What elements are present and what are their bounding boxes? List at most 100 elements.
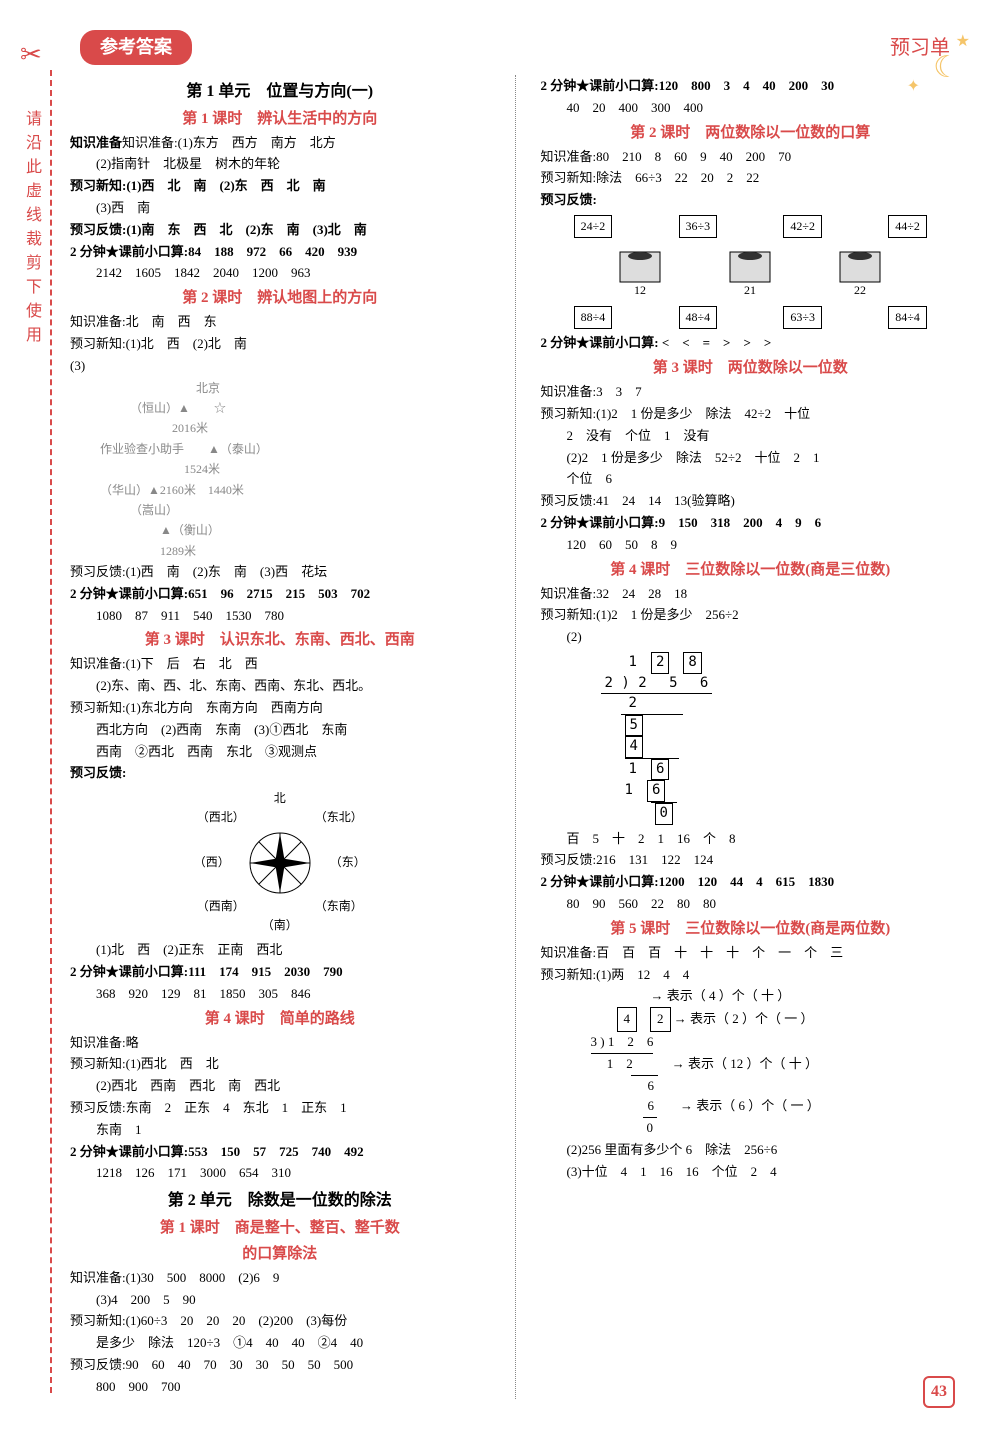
- long-division: 1 2 8 2 ) 2 5 6 2 5 4 1 6 1 6 0: [601, 652, 961, 825]
- r-lesson4-title: 第 4 课时 三位数除以一位数(商是三位数): [541, 558, 961, 582]
- t: 预习反馈:(1)南 东 西 北 (2)东 南 (3)北 南: [70, 222, 367, 237]
- map-line: ▲（衡山）: [100, 520, 490, 540]
- side-instruction: 请沿此虚线裁剪下使用: [25, 110, 43, 350]
- box-row-1: 24÷2 36÷3 42÷2 44÷2: [541, 215, 961, 238]
- text: 2 分钟★课前小口算:9 150 318 200 4 9 6: [541, 513, 961, 534]
- svg-text:22: 22: [854, 283, 866, 297]
- calc-box: 48÷4: [679, 306, 718, 329]
- text: (2): [541, 627, 961, 648]
- compass-se: （东南）: [315, 897, 363, 916]
- lesson2-title: 第 2 课时 辨认地图上的方向: [70, 286, 490, 310]
- text: (2)东、南、西、北、东南、西南、东北、西北。: [70, 676, 490, 697]
- map-line: 1524米: [100, 459, 490, 479]
- text: 预习反馈:90 60 40 70 30 30 50 50 500: [70, 1355, 490, 1376]
- text: 1218 126 171 3000 654 310: [70, 1163, 490, 1184]
- text: 预习新知:(1)北 西 (2)北 南: [70, 334, 490, 355]
- calc-box: 36÷3: [679, 215, 718, 238]
- map-line: 2016米: [100, 418, 490, 438]
- text: (2)2 1 份是多少 除法 52÷2 十位 2 1: [541, 448, 961, 469]
- text: 120 60 50 8 9: [541, 535, 961, 556]
- text: 西北方向 (2)西南 东南 (3)①西北 东南: [70, 720, 490, 741]
- map-line: （华山）▲2160米 1440米: [100, 480, 490, 500]
- text: 预习新知:(1)西北 西 北: [70, 1054, 490, 1075]
- star-icon: ★: [956, 30, 970, 54]
- star-icon: ✦: [907, 75, 920, 99]
- map-line: 作业验查小助手 ▲（泰山）: [100, 439, 490, 459]
- right-column: 2 分钟★课前小口算:120 800 3 4 40 200 30 40 20 4…: [541, 75, 961, 1399]
- text: 知识准备:(1)下 后 右 北 西: [70, 654, 490, 675]
- text: 368 920 129 81 1850 305 846: [70, 984, 490, 1005]
- compass-s: （南）: [70, 916, 490, 935]
- text: (3)十位 4 1 16 16 个位 2 4: [541, 1162, 961, 1183]
- lesson5-title: 第 1 课时 商是整十、整百、整千数: [70, 1216, 490, 1240]
- text: 知识准备:北 南 西 东: [70, 312, 490, 333]
- text: 知识准备知识准备:(1)东方 西方 南方 北方: [70, 133, 490, 154]
- map-sketch: 北京 （恒山）▲ ☆ 2016米 作业验查小助手 ▲（泰山） 1524米 （华山…: [70, 378, 490, 562]
- text: 2 分钟★课前小口算:111 174 915 2030 790: [70, 962, 490, 983]
- lesson3-title: 第 3 课时 认识东北、东南、西北、西南: [70, 628, 490, 652]
- unit2-title: 第 2 单元 除数是一位数的除法: [70, 1188, 490, 1214]
- text: 预习新知:(1)东北方向 东南方向 西南方向: [70, 698, 490, 719]
- r-lesson5-title: 第 5 课时 三位数除以一位数(商是两位数): [541, 917, 961, 941]
- text: 预习反馈:: [541, 190, 961, 211]
- arrow-label: → 表示（ 12 ）个（ 十 ）: [672, 1056, 818, 1071]
- text: 东南 1: [70, 1120, 490, 1141]
- text: (2)256 里面有多少个 6 除法 256÷6: [541, 1140, 961, 1161]
- map-line: 1289米: [100, 541, 490, 561]
- page-number: 43: [923, 1376, 955, 1408]
- text: 2142 1605 1842 2040 1200 963: [70, 263, 490, 284]
- text: 1080 87 911 540 1530 780: [70, 606, 490, 627]
- lesson5-title2: 的口算除法: [70, 1242, 490, 1266]
- t: 知识准备:(1)东方 西方 南方 北方: [122, 135, 336, 150]
- map-line: （嵩山）: [100, 500, 490, 520]
- compass-nw: （西北）: [197, 808, 245, 827]
- compass-n: 北: [70, 789, 490, 808]
- compass-sw: （西南）: [197, 897, 245, 916]
- unit1-title: 第 1 单元 位置与方向(一): [70, 79, 490, 105]
- r-lesson3-title: 第 3 课时 两位数除以一位数: [541, 356, 961, 380]
- text: 预习新知:(1)两 12 4 4: [541, 965, 961, 986]
- text: 预习反馈:41 24 14 13(验算略): [541, 491, 961, 512]
- arrow-label: → 表示（ 2 ）个（ 一 ）: [674, 1011, 814, 1026]
- text: (1)北 西 (2)正东 正南 西北: [70, 940, 490, 961]
- text: 预习反馈:东南 2 正东 4 东北 1 正东 1: [70, 1098, 490, 1119]
- text: 800 900 700: [70, 1377, 490, 1398]
- compass-ne: （东北）: [315, 808, 363, 827]
- text: 知识准备:百 百 百 十 十 十 个 一 个 三: [541, 943, 961, 964]
- text: 2 没有 个位 1 没有: [541, 426, 961, 447]
- svg-text:21: 21: [744, 283, 756, 297]
- text: 2 分钟★课前小口算:84 188 972 66 420 939: [70, 242, 490, 263]
- calc-box: 44÷2: [888, 215, 927, 238]
- text: 预习新知:(1)2 1 份是多少 除法 42÷2 十位: [541, 404, 961, 425]
- text: 知识准备:略: [70, 1033, 490, 1054]
- text: (3)西 南: [70, 198, 490, 219]
- page-header: 参考答案 预习单: [0, 0, 1000, 75]
- text: 40 20 400 300 400: [541, 98, 961, 119]
- text: 预习新知:(1)西 北 南 (2)东 西 北 南: [70, 176, 490, 197]
- map-line: （恒山）▲ ☆: [100, 398, 490, 418]
- lesson4-title: 第 4 课时 简单的路线: [70, 1007, 490, 1031]
- content-area: 第 1 单元 位置与方向(一) 第 1 课时 辨认生活中的方向 知识准备知识准备…: [0, 75, 1000, 1399]
- text: (2)西北 西南 西北 南 西北: [70, 1076, 490, 1097]
- text: (3): [70, 356, 490, 377]
- scissors-icon: ✂: [20, 35, 42, 74]
- text: 80 90 560 22 80 80: [541, 894, 961, 915]
- cut-line: [50, 70, 52, 1393]
- calc-box: 24÷2: [574, 215, 613, 238]
- text: 2 分钟★课前小口算:553 150 57 725 740 492: [70, 1142, 490, 1163]
- text: 2 分钟★课前小口算:120 800 3 4 40 200 30: [541, 76, 961, 97]
- t: 预习新知:(1)西 北 南 (2)东 西 北 南: [70, 178, 326, 193]
- arrow-label: → 表示（ 4 ）个（ 十 ）: [651, 988, 791, 1003]
- header-title: 参考答案: [80, 30, 192, 65]
- map-line: 北京: [100, 378, 490, 398]
- text: 知识准备:3 3 7: [541, 382, 961, 403]
- calc-box: 88÷4: [574, 306, 613, 329]
- text: 百 5 十 2 1 16 个 8: [541, 829, 961, 850]
- text: 预习反馈:: [70, 763, 490, 784]
- column-divider: [515, 75, 516, 1399]
- text: 预习反馈:216 131 122 124: [541, 850, 961, 871]
- text: 预习反馈:(1)西 南 (2)东 南 (3)西 花坛: [70, 562, 490, 583]
- calc-box: 84÷4: [888, 306, 927, 329]
- text: 2 分钟★课前小口算:1200 120 44 4 615 1830: [541, 872, 961, 893]
- text: 知识准备:80 210 8 60 9 40 200 70: [541, 147, 961, 168]
